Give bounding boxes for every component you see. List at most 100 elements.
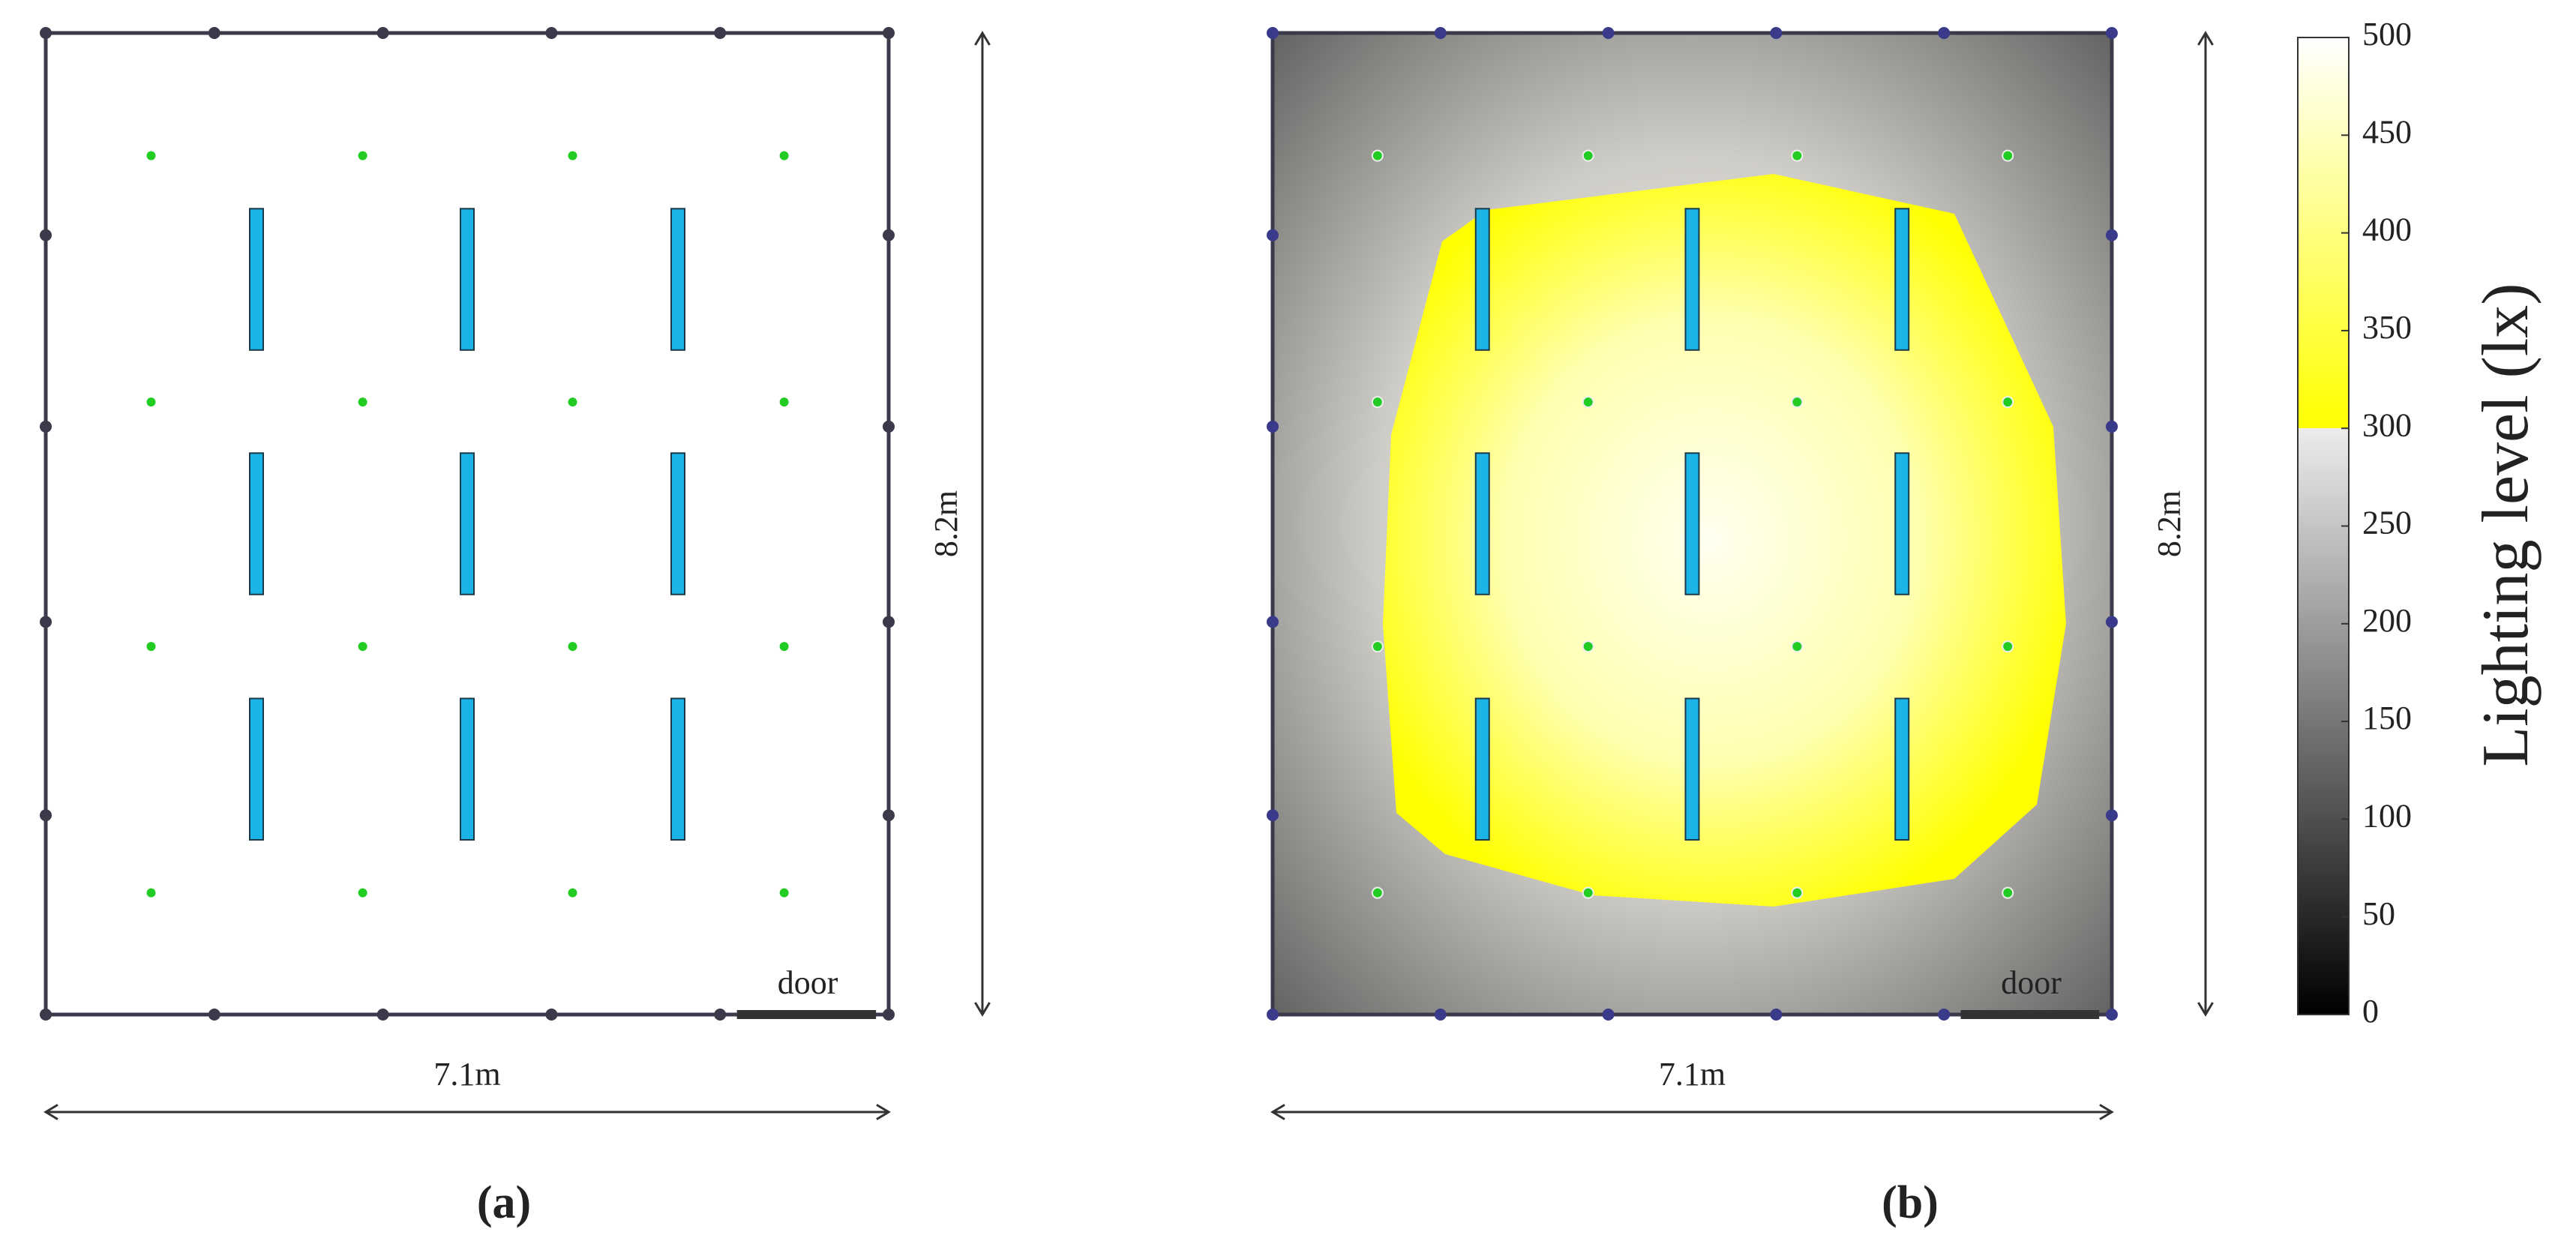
boundary-point — [883, 809, 895, 822]
colorbar-tick-label: 150 — [2362, 700, 2412, 736]
colorbar-tick-label: 350 — [2362, 309, 2412, 346]
boundary-point — [2106, 27, 2118, 39]
measurement-point — [1371, 886, 1384, 899]
colorbar-scale — [2297, 37, 2350, 1015]
panel-b: door 7.1m 8.2m (b) — [1267, 27, 2214, 1228]
measurement-point — [568, 642, 577, 652]
measurement-point — [1791, 640, 1804, 653]
panel-a: door 7.1m 8.2m (a) — [40, 27, 991, 1228]
boundary-point — [208, 27, 220, 39]
luminaire — [249, 697, 264, 841]
boundary-point — [1267, 616, 1279, 628]
colorbar: 0 50 100 150 200 250 300 350 400 450 500 Lighting l… — [2297, 16, 2542, 1030]
colorbar-tick-label: 300 — [2362, 406, 2412, 443]
boundary-point — [1434, 27, 1447, 39]
boundary-point — [1267, 420, 1279, 433]
boundary-point — [2106, 229, 2118, 241]
colorbar-tick-label: 500 — [2362, 16, 2412, 52]
panel-label: (b) — [1882, 1177, 1939, 1228]
luminaire — [249, 452, 264, 595]
boundary-point — [883, 27, 895, 39]
boundary-point — [40, 616, 52, 628]
luminaire — [1684, 452, 1700, 595]
boundary-point — [1267, 229, 1279, 241]
arrow-head — [974, 1002, 991, 1017]
measurement-point — [2002, 396, 2014, 409]
luminaire — [670, 208, 685, 351]
luminaire — [460, 208, 475, 351]
measurement-point — [146, 151, 156, 160]
measurement-point — [1582, 149, 1594, 162]
measurement-point — [1791, 396, 1804, 409]
boundary-point — [883, 1009, 895, 1021]
boundary-point — [208, 1009, 220, 1021]
luminaire — [1894, 697, 1910, 841]
measurement-point — [1371, 396, 1384, 409]
luminaire — [1684, 208, 1700, 351]
boundary-point — [1770, 1009, 1783, 1021]
measurement-point — [1791, 149, 1804, 162]
measurement-point — [358, 397, 367, 407]
luminaire — [670, 452, 685, 595]
measurement-point — [1371, 149, 1384, 162]
boundary-point — [1602, 27, 1615, 39]
boundary-point — [883, 616, 895, 628]
measurement-point — [1791, 886, 1804, 899]
colorbar-tick-label: 250 — [2362, 505, 2412, 541]
boundary-point — [1938, 1009, 1951, 1021]
boundary-point — [40, 229, 52, 241]
measurement-point — [2002, 149, 2014, 162]
room-outline — [1270, 31, 2114, 1017]
arrow-head — [43, 1104, 58, 1120]
door-label: door — [2001, 964, 2062, 1001]
arrow-head — [876, 1104, 891, 1120]
colorbar-tick-label: 50 — [2362, 895, 2395, 932]
boundary-point — [1434, 1009, 1447, 1021]
boundary-point — [2106, 616, 2118, 628]
boundary-point — [883, 229, 895, 241]
measurement-point — [779, 151, 789, 160]
arrow-head — [974, 31, 991, 46]
boundary-point — [40, 809, 52, 822]
door-label: door — [778, 964, 838, 1001]
colorbar-tick-label: 0 — [2362, 993, 2379, 1030]
luminaire — [1684, 697, 1700, 841]
arrow-head — [2197, 1002, 2214, 1017]
height-label: 8.2m — [928, 490, 964, 557]
colorbar-tick-label: 400 — [2362, 211, 2412, 248]
arrow-head — [2099, 1104, 2114, 1120]
measurement-point — [1582, 640, 1594, 653]
boundary-point — [1602, 1009, 1615, 1021]
boundary-point — [883, 420, 895, 433]
measurement-point — [2002, 640, 2014, 653]
luminaire — [460, 697, 475, 841]
boundary-point — [1938, 27, 1951, 39]
measurement-point — [146, 397, 156, 407]
panel-label: (a) — [477, 1177, 531, 1228]
colorbar-tick-label: 450 — [2362, 113, 2412, 150]
room-outline — [43, 31, 891, 1017]
boundary-point — [1770, 27, 1783, 39]
luminaire — [1894, 452, 1910, 595]
measurement-point — [779, 397, 789, 407]
measurement-point — [2002, 886, 2014, 899]
measurement-point — [1582, 396, 1594, 409]
luminaire — [1474, 208, 1490, 351]
boundary-point — [714, 1009, 727, 1021]
measurement-point — [358, 888, 367, 898]
measurement-point — [568, 397, 577, 407]
boundary-point — [376, 27, 389, 39]
measurement-point — [779, 888, 789, 898]
boundary-point — [545, 27, 558, 39]
boundary-point — [40, 27, 52, 39]
boundary-point — [2106, 809, 2118, 822]
arrow-head — [2197, 31, 2214, 46]
boundary-point — [2106, 420, 2118, 433]
luminaire — [249, 208, 264, 351]
colorbar-tick-label: 100 — [2362, 797, 2412, 834]
boundary-point — [2106, 1009, 2118, 1021]
measurement-point — [568, 888, 577, 898]
luminaire — [1474, 697, 1490, 841]
boundary-point — [40, 420, 52, 433]
